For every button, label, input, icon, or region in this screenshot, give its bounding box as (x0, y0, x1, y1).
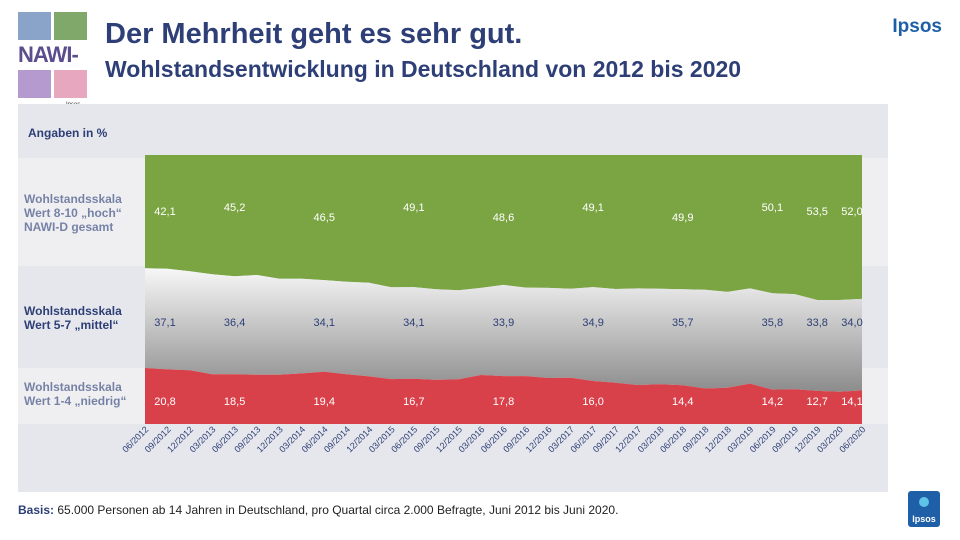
data-label-high: 49,9 (672, 212, 693, 224)
data-label-mid: 34,0 (841, 317, 862, 329)
basis-label: Basis: (18, 503, 55, 517)
data-label-mid: 34,1 (403, 317, 424, 329)
basis-note: Basis: 65.000 Personen ab 14 Jahren in D… (18, 503, 618, 517)
data-label-low: 14,4 (672, 396, 693, 408)
band-label-high: Wohlstandsskala Wert 8-10 „hoch“ NAWI-D … (24, 192, 122, 234)
page-subtitle: Wohlstandsentwicklung in Deutschland von… (105, 56, 742, 82)
data-label-low: 20,8 (154, 396, 175, 408)
data-label-mid: 34,1 (314, 317, 335, 329)
area-high (145, 155, 862, 300)
logo-figure-icon (18, 70, 51, 98)
data-label-mid: 36,4 (224, 317, 245, 329)
band-label-mid: Wohlstandsskala Wert 5-7 „mittel“ (24, 304, 122, 332)
data-label-mid: 35,8 (762, 317, 783, 329)
basis-text: 65.000 Personen ab 14 Jahren in Deutschl… (54, 503, 619, 517)
data-label-mid: 35,7 (672, 317, 693, 329)
data-label-mid: 37,1 (154, 317, 175, 329)
brand-logo: Ipsos (892, 16, 942, 37)
logo-tile-icon (18, 12, 51, 40)
ipsos-corner-text: Ipsos (912, 514, 936, 524)
data-label-low: 16,0 (582, 396, 603, 408)
data-label-high: 52,0 (841, 206, 862, 218)
nawi-d-logo: NAWI-D Ipsos (18, 12, 90, 108)
data-label-high: 45,2 (224, 202, 245, 214)
data-label-high: 49,1 (403, 202, 424, 214)
data-label-high: 53,5 (806, 206, 827, 218)
data-label-low: 18,5 (224, 396, 245, 408)
data-label-low: 14,2 (762, 396, 783, 408)
data-label-low: 19,4 (314, 396, 335, 408)
data-label-low: 17,8 (493, 396, 514, 408)
data-label-mid: 34,9 (582, 317, 603, 329)
data-label-low: 12,7 (806, 396, 827, 408)
area-mid (145, 268, 862, 392)
data-label-high: 49,1 (582, 202, 603, 214)
data-label-mid: 33,8 (806, 317, 827, 329)
data-label-high: 46,5 (314, 212, 335, 224)
data-label-mid: 33,9 (493, 317, 514, 329)
data-label-high: 42,1 (154, 206, 175, 218)
logo-tree-icon (54, 12, 87, 40)
data-label-high: 50,1 (762, 202, 783, 214)
unit-label: Angaben in % (28, 126, 108, 140)
ipsos-dot-icon (919, 497, 929, 507)
band-label-low: Wohlstandsskala Wert 1-4 „niedrig“ (24, 380, 127, 408)
data-label-low: 14,1 (841, 396, 862, 408)
data-label-high: 48,6 (493, 212, 514, 224)
ipsos-corner-logo: Ipsos (908, 491, 940, 527)
data-label-low: 16,7 (403, 396, 424, 408)
logo-flower-icon (54, 70, 87, 98)
page-title: Der Mehrheit geht es sehr gut. (105, 18, 523, 50)
area-low (145, 368, 862, 424)
